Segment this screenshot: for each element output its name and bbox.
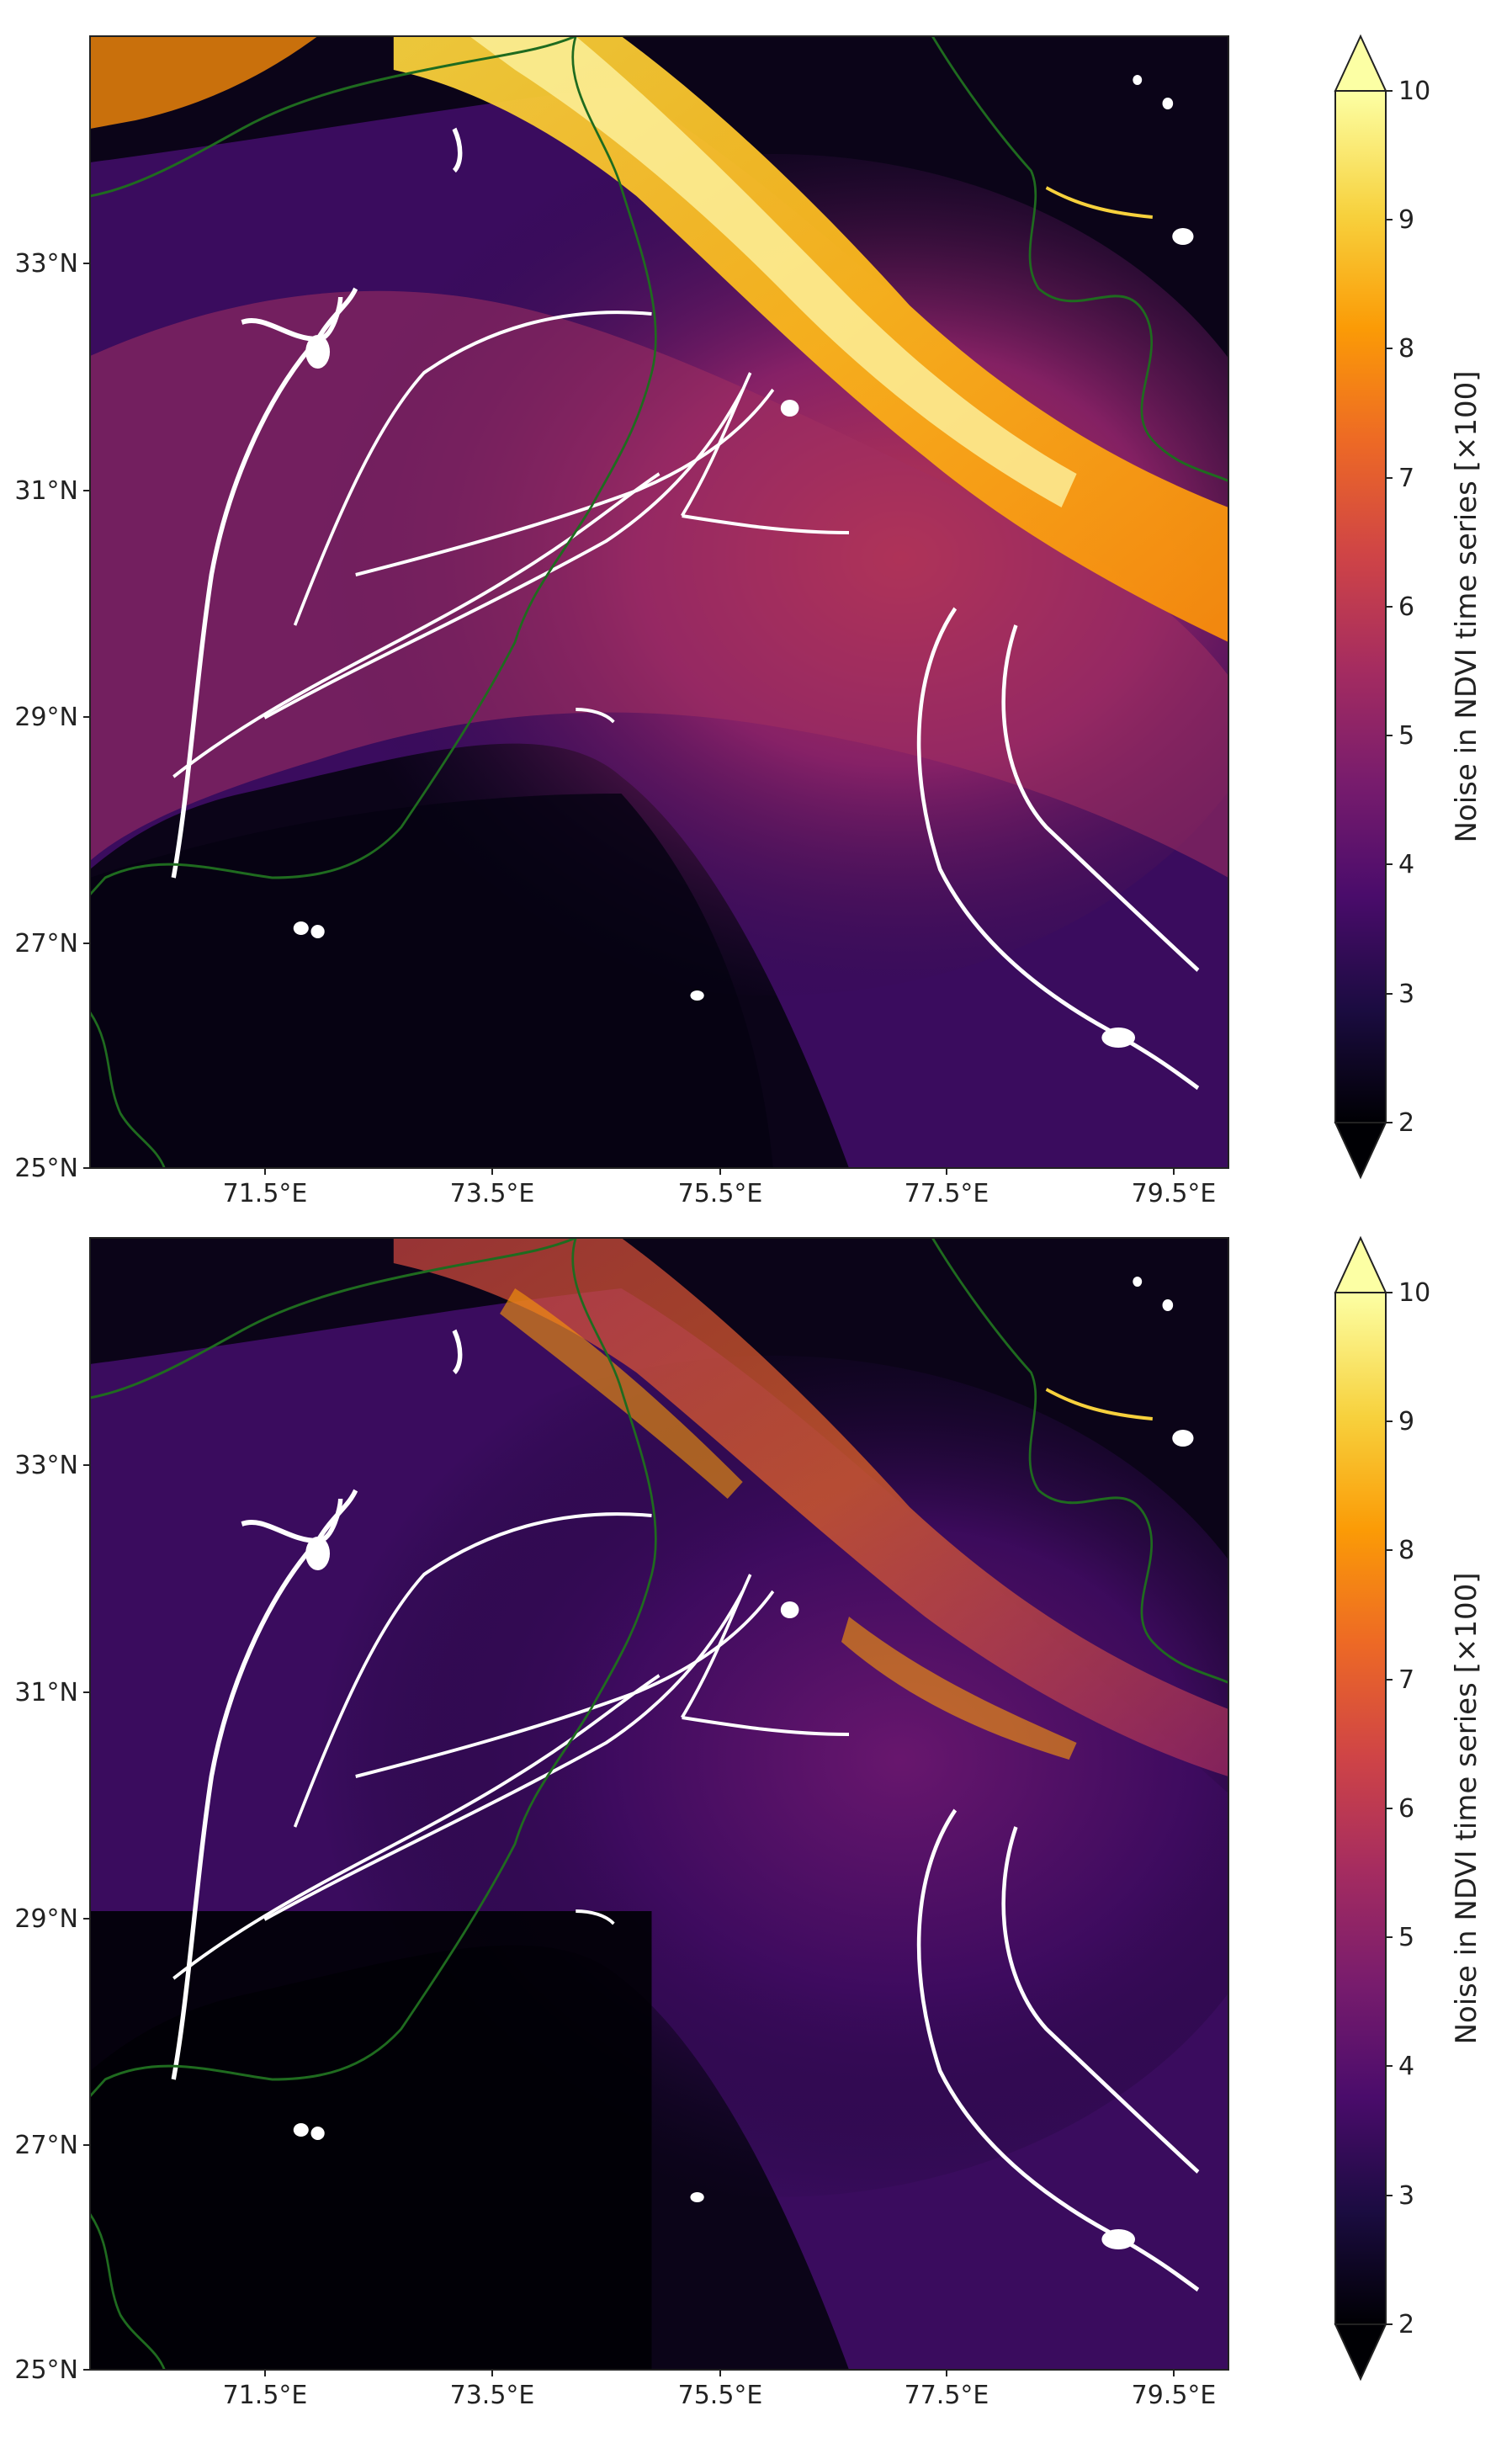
map-area-top — [90, 36, 1228, 1168]
lon-tick-label: 77.5°E — [905, 1179, 989, 1208]
lon-tick-label: 71.5°E — [223, 1179, 308, 1208]
colorbar-top: 10 9 8 7 6 5 4 3 2 Noise in NDVI time se… — [1334, 34, 1483, 1180]
colorbar-tick-label: 10 — [1398, 77, 1430, 106]
lat-tick-label: 27°N — [14, 929, 78, 958]
colorbar-tick-label: 10 — [1398, 1278, 1430, 1308]
colorbar-tick-label: 8 — [1398, 334, 1414, 364]
colorbar-gradient — [1334, 1292, 1387, 2325]
lat-tick-label: 29°N — [14, 703, 78, 732]
lat-ticks-top: 33°N 31°N 29°N 27°N 25°N — [14, 249, 90, 1183]
colorbar-bottom: 10 9 8 7 6 5 4 3 2 Noise in NDVI time se… — [1334, 1235, 1483, 2382]
colorbar-tick-label: 4 — [1398, 850, 1414, 879]
lat-tick-label: 25°N — [14, 2355, 78, 2385]
lat-tick-label: 29°N — [14, 1904, 78, 1934]
colorbar-label: Noise in NDVI time series [×100] — [1450, 1572, 1483, 2044]
colorbar-label: Noise in NDVI time series [×100] — [1450, 370, 1483, 842]
colorbar-tick-label: 5 — [1398, 721, 1414, 751]
lat-tick-label: 25°N — [14, 1154, 78, 1183]
colorbar-tick-label: 7 — [1398, 464, 1414, 493]
colorbar-tick-label: 6 — [1398, 592, 1414, 622]
lat-tick-label: 31°N — [14, 1678, 78, 1707]
colorbar-tick-label: 3 — [1398, 980, 1414, 1009]
map-frame-top — [89, 35, 1229, 1169]
lat-tick-label: 31°N — [14, 476, 78, 506]
colorbar-min-extend — [1334, 1122, 1387, 1180]
lon-ticks-bottom: 71.5°E 73.5°E 75.5°E 77.5°E 79.5°E — [223, 2370, 1217, 2410]
colorbar-tick-label: 2 — [1398, 2310, 1414, 2339]
lon-tick-label: 73.5°E — [450, 1179, 535, 1208]
lon-ticks-top: 71.5°E 73.5°E 75.5°E 77.5°E 79.5°E — [223, 1168, 1217, 1208]
colorbar-tick-label: 5 — [1398, 1923, 1414, 1952]
lon-tick-label: 77.5°E — [905, 2381, 989, 2410]
colorbar-tick-label: 9 — [1398, 205, 1414, 235]
map-frame-bottom — [89, 1237, 1229, 2371]
colorbar-gradient — [1334, 90, 1387, 1123]
colorbar-min-extend — [1334, 2323, 1387, 2382]
lon-tick-label: 71.5°E — [223, 2381, 308, 2410]
lat-tick-label: 33°N — [14, 249, 78, 279]
colorbar-tick-label: 9 — [1398, 1407, 1414, 1436]
lon-tick-label: 79.5°E — [1132, 2381, 1217, 2410]
map-area-bottom — [90, 1238, 1228, 2370]
colorbar-tick-label: 2 — [1398, 1108, 1414, 1138]
lat-ticks-bottom: 33°N 31°N 29°N 27°N 25°N — [14, 1451, 90, 2385]
lon-tick-label: 75.5°E — [678, 2381, 763, 2410]
lon-tick-label: 73.5°E — [450, 2381, 535, 2410]
colorbar-tick-label: 7 — [1398, 1665, 1414, 1695]
colorbar-tick-label: 3 — [1398, 2181, 1414, 2211]
lon-tick-label: 79.5°E — [1132, 1179, 1217, 1208]
map-panel-bottom: 33°N 31°N 29°N 27°N 25°N 71.5°E 73.5°E 7… — [14, 1235, 1483, 2410]
map-panel-top: 33°N 31°N 29°N 27°N 25°N 71.5°E 73.5°E 7… — [14, 34, 1483, 1208]
colorbar-ticks: 10 9 8 7 6 5 4 3 2 — [1386, 77, 1430, 1138]
colorbar-ticks: 10 9 8 7 6 5 4 3 2 — [1386, 1278, 1430, 2339]
lat-tick-label: 27°N — [14, 2131, 78, 2160]
colorbar-max-extend — [1334, 1235, 1387, 1293]
colorbar-tick-label: 4 — [1398, 2052, 1414, 2081]
colorbar-tick-label: 8 — [1398, 1536, 1414, 1565]
colorbar-max-extend — [1334, 34, 1387, 92]
colorbar-tick-label: 6 — [1398, 1794, 1414, 1824]
lat-tick-label: 33°N — [14, 1451, 78, 1480]
lon-tick-label: 75.5°E — [678, 1179, 763, 1208]
